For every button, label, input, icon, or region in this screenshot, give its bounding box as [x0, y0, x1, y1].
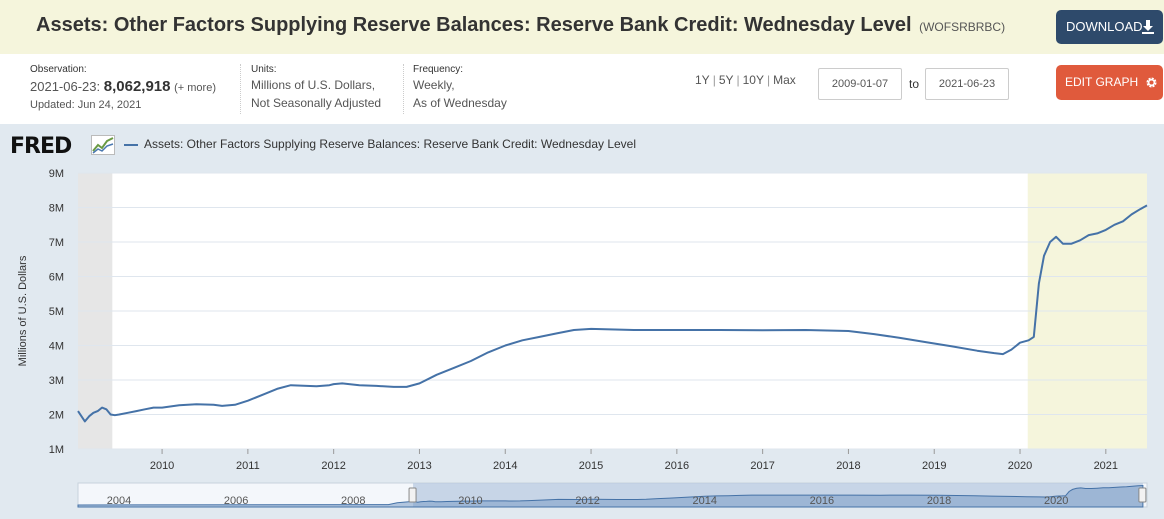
- download-button[interactable]: DOWNLOAD: [1056, 10, 1163, 44]
- updated-text: Updated: Jun 24, 2021: [30, 99, 142, 111]
- x-tick-label: 2017: [750, 460, 774, 472]
- x-tick-label: 2012: [321, 460, 345, 472]
- x-tick-label: 2015: [579, 460, 603, 472]
- y-tick-label: 1M: [49, 444, 64, 456]
- units-line2: Not Seasonally Adjusted: [251, 96, 382, 110]
- observation-date: 2021-06-23:: [30, 79, 101, 94]
- range-separator: |: [766, 73, 771, 87]
- navigator-handle[interactable]: [1138, 487, 1147, 503]
- x-tick-label: 2010: [150, 460, 174, 472]
- edit-graph-button[interactable]: EDIT GRAPH: [1056, 65, 1163, 100]
- frequency-block: Frequency: Weekly, As of Wednesday: [413, 64, 507, 111]
- edit-graph-label: EDIT GRAPH: [1065, 75, 1139, 89]
- y-tick-label: 3M: [49, 375, 64, 387]
- observation-value: 8,062,918: [103, 78, 171, 95]
- download-label: DOWNLOAD: [1066, 19, 1143, 34]
- divider: [403, 64, 404, 114]
- range-selector: 1Y | 5Y | 10Y | Max: [695, 73, 796, 87]
- series-line: [77, 204, 1148, 423]
- units-block: Units: Millions of U.S. Dollars, Not Sea…: [251, 64, 381, 111]
- observation-line: 2021-06-23: 8,062,918 (+ more): [30, 78, 216, 95]
- legend-swatch: [124, 143, 138, 146]
- navigator-year-label: 2004: [107, 495, 131, 507]
- fred-logo-icon: [91, 135, 115, 155]
- observation-block: Observation: 2021-06-23: 8,062,918 (+ mo…: [30, 64, 216, 111]
- series-title: Assets: Other Factors Supplying Reserve …: [36, 14, 1006, 36]
- navigator-year-label: 2006: [224, 495, 248, 507]
- x-tick-label: 2016: [665, 460, 689, 472]
- divider: [240, 64, 241, 114]
- units-label: Units:: [251, 64, 277, 75]
- y-tick-label: 7M: [49, 237, 64, 249]
- navigator-year-label: 2018: [927, 495, 951, 507]
- observation-label: Observation:: [30, 64, 87, 75]
- x-tick-label: 2021: [1094, 460, 1118, 472]
- x-tick-label: 2014: [493, 460, 517, 472]
- series-id: (WOFSRBRBC): [919, 20, 1006, 34]
- navigator-area: [77, 484, 1144, 508]
- download-icon: [1142, 20, 1154, 34]
- navigator-year-label: 2008: [341, 495, 365, 507]
- y-axis-label: Millions of U.S. Dollars: [17, 255, 29, 366]
- to-label: to: [909, 77, 920, 91]
- range-max[interactable]: Max: [773, 73, 796, 87]
- gear-icon: [1146, 77, 1157, 88]
- fred-logo: FRED: [10, 134, 72, 159]
- y-tick-label: 2M: [49, 410, 64, 422]
- y-tick-label: 4M: [49, 341, 64, 353]
- units-line1: Millions of U.S. Dollars,: [251, 78, 376, 92]
- frequency-line2: As of Wednesday: [413, 96, 507, 110]
- navigator-year-label: 2014: [693, 495, 717, 507]
- observation-more-link[interactable]: (+ more): [174, 82, 216, 94]
- legend-label: Assets: Other Factors Supplying Reserve …: [144, 137, 637, 151]
- navigator-year-label: 2010: [458, 495, 482, 507]
- date-range-navigator[interactable]: 2004 2006 2008 2010 2012 2014 2016 2018 2020: [0, 480, 1164, 519]
- range-separator: |: [736, 73, 740, 87]
- x-tick-label: 2020: [1008, 460, 1032, 472]
- navigator-handle[interactable]: [408, 487, 417, 503]
- chart-legend: Assets: Other Factors Supplying Reserve …: [124, 137, 636, 151]
- navigator-year-label: 2020: [1044, 495, 1068, 507]
- range-5y[interactable]: 5Y: [718, 73, 734, 87]
- y-tick-label: 6M: [49, 272, 64, 284]
- frequency-line1: Weekly,: [413, 78, 455, 92]
- x-tick-label: 2019: [922, 460, 946, 472]
- header-bar: Assets: Other Factors Supplying Reserve …: [0, 0, 1164, 54]
- line-chart[interactable]: 1M 2M 3M 4M 5M 6M 7M 8M 9M 2010 2011 2012 2013 2014 20…: [0, 160, 1164, 480]
- range-separator: |: [712, 73, 716, 87]
- navigator-year-label: 2016: [810, 495, 834, 507]
- frequency-label: Frequency:: [413, 64, 464, 75]
- navigator-year-label: 2012: [575, 495, 599, 507]
- x-tick-label: 2018: [836, 460, 860, 472]
- y-tick-label: 5M: [49, 306, 64, 318]
- start-date-input[interactable]: 2009-01-07: [818, 68, 902, 100]
- x-tick-label: 2011: [236, 460, 260, 472]
- range-10y[interactable]: 10Y: [742, 73, 764, 87]
- y-tick-label: 8M: [49, 203, 64, 215]
- end-date-input[interactable]: 2021-06-23: [925, 68, 1009, 100]
- y-tick-label: 9M: [49, 168, 64, 180]
- range-1y[interactable]: 1Y: [695, 73, 710, 87]
- x-tick-label: 2013: [407, 460, 431, 472]
